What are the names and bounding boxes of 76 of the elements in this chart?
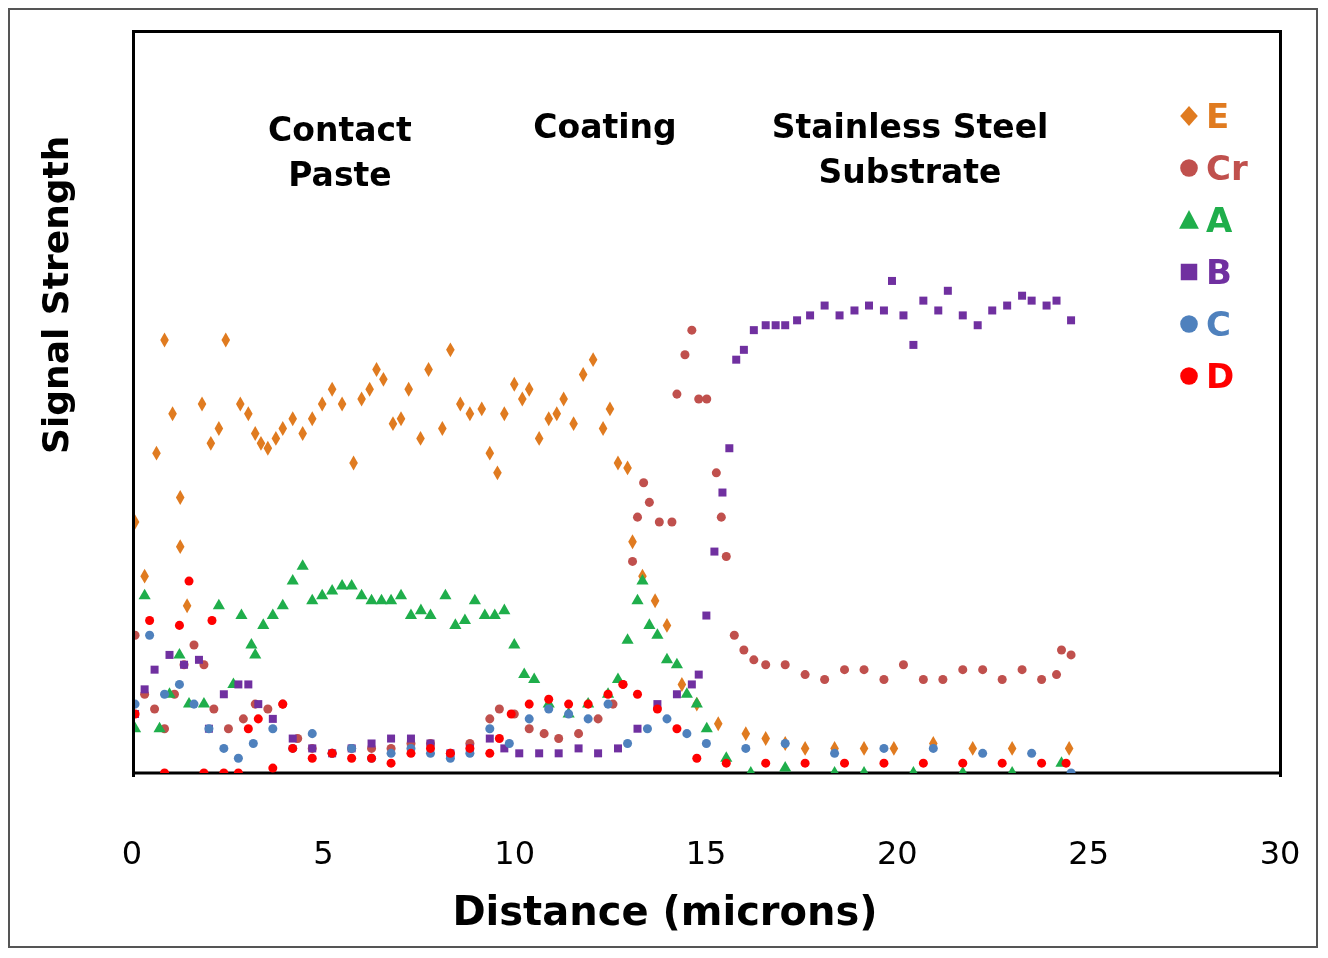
point <box>307 753 317 763</box>
point <box>219 743 229 753</box>
point <box>307 729 317 739</box>
legend-label: A <box>1206 200 1233 240</box>
x-tick-label: 30 <box>1259 833 1301 872</box>
point <box>524 699 534 709</box>
point <box>1061 758 1071 768</box>
x-tick-label: 15 <box>685 833 727 872</box>
point <box>233 753 243 763</box>
point <box>347 753 357 763</box>
point <box>918 758 928 768</box>
text: Stainless Steel Substrate <box>770 106 1050 193</box>
point <box>701 738 711 748</box>
point <box>544 704 554 714</box>
x-tick-label: 5 <box>313 833 334 872</box>
point <box>603 699 613 709</box>
point <box>830 748 840 758</box>
point <box>145 630 155 640</box>
point <box>662 714 672 724</box>
point <box>386 758 396 768</box>
point <box>652 704 662 714</box>
x-tick-label: 25 <box>1068 833 1110 872</box>
legend-label: D <box>1206 356 1235 396</box>
point <box>623 738 633 748</box>
point <box>741 743 751 753</box>
point <box>761 758 771 768</box>
point <box>997 758 1007 768</box>
text: Coating <box>532 106 678 148</box>
x-axis-title: Distance (microns) <box>451 888 879 934</box>
point <box>268 724 278 734</box>
point <box>958 758 968 768</box>
legend-label: E <box>1206 96 1230 136</box>
point <box>189 699 199 709</box>
point <box>485 724 495 734</box>
point <box>632 689 643 699</box>
point <box>879 758 889 768</box>
text: Contact Paste <box>267 109 413 196</box>
point <box>928 743 938 753</box>
point <box>425 743 435 753</box>
point <box>406 748 416 758</box>
point <box>243 724 253 734</box>
point <box>642 724 652 734</box>
y-axis-title: Signal Strength <box>35 135 76 454</box>
point <box>174 620 184 630</box>
point <box>879 743 889 753</box>
point <box>1027 748 1037 758</box>
point <box>253 714 263 724</box>
point <box>485 748 495 758</box>
x-tick-label: 10 <box>494 833 536 872</box>
point <box>174 679 184 689</box>
point <box>692 753 702 763</box>
point <box>583 714 593 724</box>
point <box>721 758 731 768</box>
point <box>800 758 810 768</box>
point <box>494 734 504 744</box>
point <box>145 615 155 625</box>
point <box>504 738 514 748</box>
point <box>386 748 396 758</box>
point <box>544 694 554 704</box>
point <box>564 699 574 709</box>
point <box>978 748 988 758</box>
x-tick-label: 20 <box>876 833 918 872</box>
legend-label: C <box>1206 304 1231 344</box>
point <box>184 576 194 586</box>
point <box>682 729 692 739</box>
point <box>1037 758 1047 768</box>
legend-label: Cr <box>1206 148 1248 188</box>
point <box>672 724 682 734</box>
point <box>248 738 258 748</box>
point <box>207 615 217 625</box>
point <box>840 758 850 768</box>
x-tick-label: 0 <box>121 833 143 872</box>
point <box>160 689 170 699</box>
legend-label: B <box>1206 252 1232 292</box>
point <box>524 714 534 724</box>
point <box>268 763 278 773</box>
